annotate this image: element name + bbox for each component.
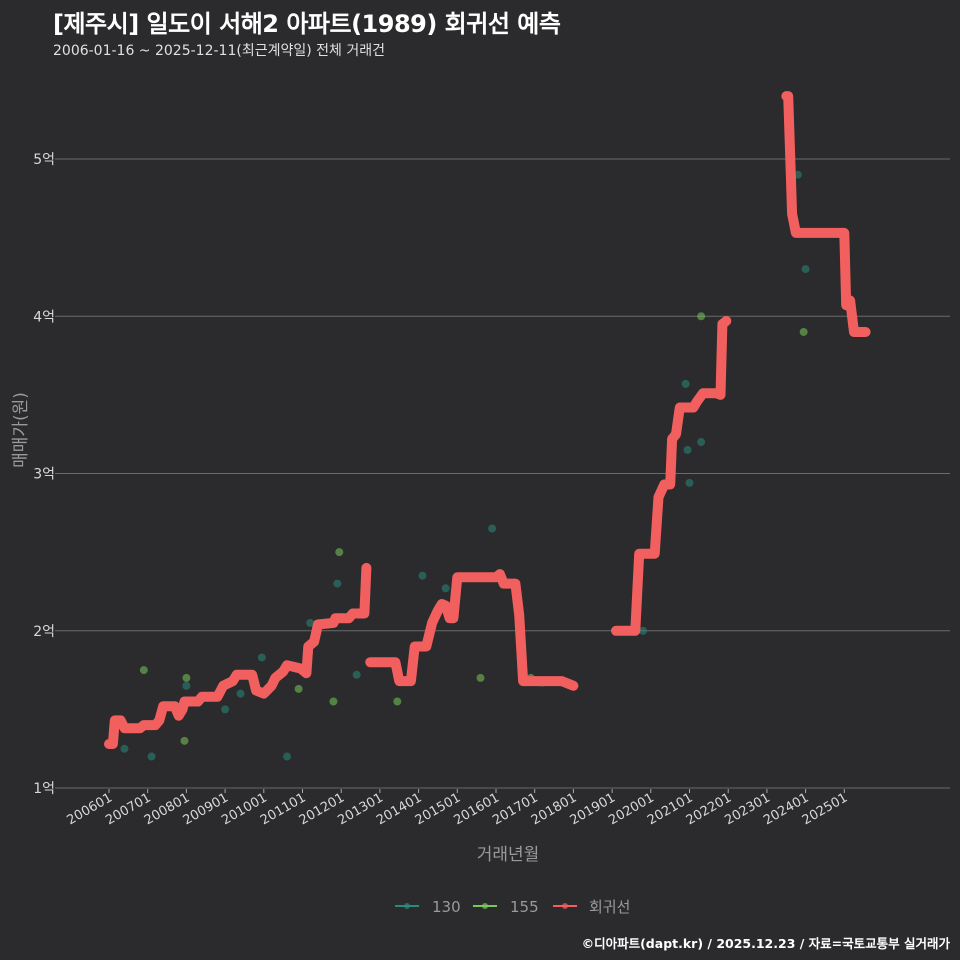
data-point — [335, 548, 344, 557]
data-point — [283, 752, 292, 761]
data-point — [476, 673, 485, 682]
y-tick-label: 3억 — [33, 467, 55, 483]
data-point — [799, 327, 808, 336]
legend-dot-icon — [562, 903, 568, 909]
data-point — [139, 666, 148, 675]
grid-lines — [60, 158, 950, 789]
data-point — [639, 626, 648, 635]
data-point — [120, 744, 129, 753]
y-axis-title: 매매가(원) — [11, 392, 31, 468]
x-axis: 2006012007012008012009012010012011012012… — [65, 789, 850, 828]
x-axis-title: 거래년월 — [477, 845, 540, 865]
data-point — [488, 524, 497, 533]
legend-item-3: 회귀선 — [553, 898, 630, 916]
data-point — [685, 478, 694, 487]
legend-item-1: 130 — [395, 898, 461, 916]
y-axis: 1억 2억 3억 4억 5억 — [33, 152, 60, 797]
data-point — [180, 736, 189, 745]
y-tick-label: 2억 — [33, 624, 55, 640]
data-point — [182, 681, 191, 690]
data-point — [683, 445, 692, 454]
legend-label: 회귀선 — [589, 898, 630, 916]
chart-subtitle: 2006-01-16 ~ 2025-12-11(최근계약일) 전체 거래건 — [53, 43, 385, 59]
data-point — [333, 579, 342, 588]
regression-segment — [781, 91, 871, 337]
legend-dot-icon — [404, 903, 410, 909]
data-point — [257, 653, 266, 662]
y-tick-label: 5억 — [33, 152, 55, 168]
data-point — [801, 265, 810, 274]
data-point — [294, 684, 303, 693]
data-point — [393, 697, 402, 706]
data-point — [697, 438, 706, 447]
data-point — [418, 571, 427, 580]
legend-dot-icon — [482, 903, 488, 909]
legend-item-2: 155 — [473, 898, 539, 916]
data-point — [697, 312, 706, 321]
data-point — [147, 752, 156, 761]
regression-line — [104, 91, 871, 749]
data-point — [352, 670, 361, 679]
y-tick-label: 1억 — [33, 781, 55, 797]
legend-label: 155 — [510, 898, 539, 916]
footer-credit: ©디아파트(dapt.kr) / 2025.12.23 / 자료=국토교통부 실… — [581, 936, 950, 951]
data-point — [681, 379, 690, 388]
data-point — [182, 673, 191, 682]
data-point — [441, 584, 450, 593]
regression-segment — [365, 569, 579, 691]
regression-segment — [611, 316, 732, 636]
data-point — [329, 697, 338, 706]
legend: 130 155 회귀선 — [395, 898, 630, 916]
data-point — [236, 689, 245, 698]
data-point — [306, 618, 315, 627]
legend-label: 130 — [432, 898, 461, 916]
data-point — [221, 705, 230, 714]
scatter-points — [120, 170, 810, 761]
regression-segment — [104, 562, 372, 749]
y-tick-label: 4억 — [33, 309, 55, 325]
chart-title: [제주시] 일도이 서해2 아파트(1989) 회귀선 예측 — [53, 10, 561, 38]
